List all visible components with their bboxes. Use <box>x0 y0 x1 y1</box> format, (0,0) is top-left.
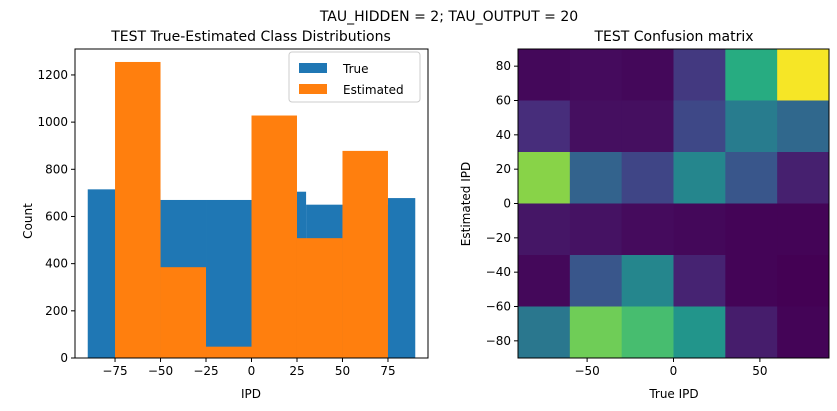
y-tick-label: −40 <box>486 265 511 279</box>
heatmap-cell <box>621 152 674 204</box>
x-tick-label: 50 <box>752 364 767 378</box>
x-tick-label: 75 <box>380 364 395 378</box>
heatmap-cell <box>569 100 623 153</box>
bar-estimated-4 <box>296 238 343 358</box>
heatmap-cell <box>621 306 674 359</box>
confusion-matrix-y-label: Estimated IPD <box>459 162 473 246</box>
histogram-chart: TEST True-Estimated Class Distributions … <box>21 29 429 401</box>
heatmap-cell <box>518 100 571 153</box>
y-tick-label: 80 <box>496 59 511 73</box>
heatmap-cell <box>518 152 571 204</box>
bar-true-3 <box>206 199 252 358</box>
y-tick-label: −60 <box>486 300 511 314</box>
heatmap-cell <box>777 152 830 204</box>
y-tick-label: 600 <box>45 209 68 223</box>
bar-estimated-5 <box>342 150 388 358</box>
x-tick-label: −75 <box>102 364 127 378</box>
heatmap-cell <box>673 203 726 256</box>
y-tick-label: 800 <box>45 162 68 176</box>
bar-true-0 <box>87 189 116 358</box>
y-tick-label: 200 <box>45 304 68 318</box>
heatmap-cell <box>673 152 726 204</box>
histogram-title: TEST True-Estimated Class Distributions <box>110 29 391 45</box>
heatmap-cell <box>569 306 623 359</box>
heatmap-cell <box>725 49 778 101</box>
heatmap-cell <box>673 49 726 101</box>
x-tick-label: −25 <box>193 364 218 378</box>
y-tick-label: 20 <box>496 162 511 176</box>
heatmap-cell <box>777 255 830 307</box>
y-tick-label: 0 <box>503 197 511 211</box>
heatmap-cell <box>725 203 778 256</box>
heatmap-cell <box>725 100 778 153</box>
y-tick-label: 60 <box>496 94 511 108</box>
heatmap-cell <box>621 100 674 153</box>
bar-estimated-2 <box>206 346 252 358</box>
y-tick-label: 1000 <box>37 115 68 129</box>
heatmap-cell <box>569 152 623 204</box>
histogram-legend: True Estimated <box>288 51 421 103</box>
legend-label-estimated: Estimated <box>343 83 404 97</box>
x-tick-label: 0 <box>248 364 256 378</box>
heatmap-cell <box>777 49 830 101</box>
heatmap-cell <box>725 255 778 307</box>
histogram-y-label: Count <box>21 203 35 239</box>
y-tick-label: −20 <box>486 231 511 245</box>
heatmap-cell <box>518 203 571 256</box>
y-tick-label: −80 <box>486 334 511 348</box>
heatmap-cell <box>725 306 778 359</box>
heatmap-cell <box>518 49 571 101</box>
heatmap-cell <box>673 100 726 153</box>
x-tick-label: 0 <box>670 364 678 378</box>
heatmap-cell <box>777 203 830 256</box>
heatmap-cell <box>569 255 623 307</box>
y-tick-label: 400 <box>45 257 68 271</box>
bar-estimated-3 <box>251 115 297 359</box>
heatmap-cell <box>621 49 674 101</box>
heatmap-cell <box>673 255 726 307</box>
x-tick-label: −50 <box>148 364 173 378</box>
heatmap-cell <box>725 152 778 204</box>
figure-title: TAU_HIDDEN = 2; TAU_OUTPUT = 20 <box>319 9 578 25</box>
y-tick-label: 40 <box>496 128 511 142</box>
heatmap-cell <box>569 203 623 256</box>
heatmap-cell <box>518 255 571 307</box>
legend-swatch-true <box>299 63 327 73</box>
y-tick-label: 1200 <box>37 68 68 82</box>
bar-estimated-0 <box>115 61 161 359</box>
x-tick-label: 50 <box>335 364 350 378</box>
heatmap-cell <box>621 203 674 256</box>
bar-true-8 <box>387 198 416 358</box>
histogram-x-label: IPD <box>241 387 261 401</box>
x-tick-label: −50 <box>574 364 599 378</box>
heatmap-cell <box>777 100 830 153</box>
heatmap-cell <box>518 306 571 359</box>
heatmap-cell <box>569 49 623 101</box>
x-tick-label: 25 <box>289 364 304 378</box>
heatmap-cell <box>673 306 726 359</box>
bar-estimated-1 <box>160 267 207 358</box>
legend-swatch-estimated <box>299 84 327 94</box>
confusion-matrix-title: TEST Confusion matrix <box>593 29 753 45</box>
y-tick-label: 0 <box>60 351 68 365</box>
legend-label-true: True <box>342 62 369 76</box>
heatmap-cell <box>621 255 674 307</box>
confusion-matrix-x-label: True IPD <box>648 387 698 401</box>
confusion-matrix-chart: TEST Confusion matrix −50 0 50 −80 −60 −40 −2… <box>459 29 830 401</box>
heatmap-cell <box>777 306 830 359</box>
